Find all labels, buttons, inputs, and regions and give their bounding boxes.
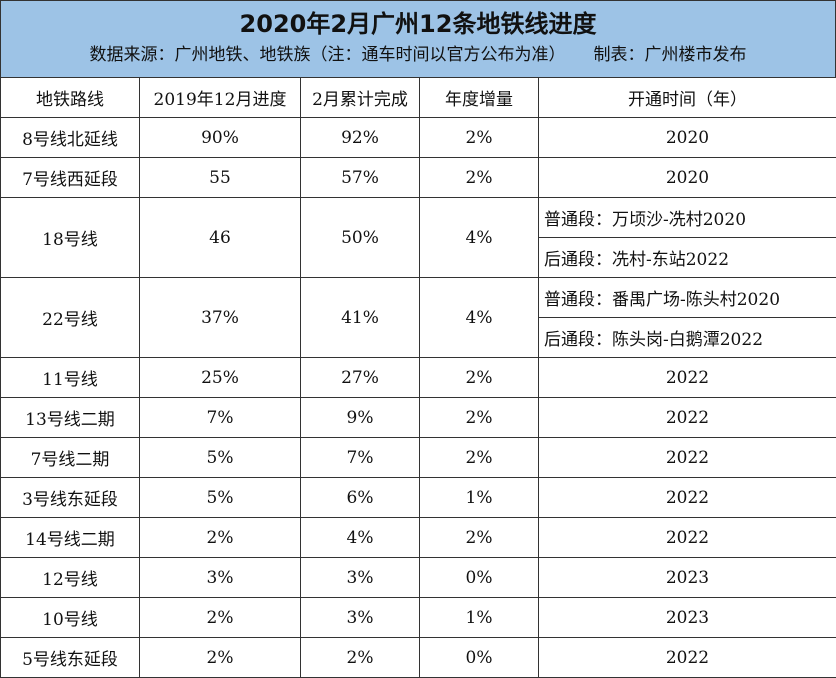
line-name-cell: 5号线东延段: [1, 638, 140, 678]
metro-progress-table: 地铁路线 2019年12月进度 2月累计完成 年度增量 开通时间（年） 8号线北…: [0, 77, 836, 678]
column-header: 地铁路线: [1, 78, 140, 118]
annual-increment-cell: 2%: [420, 118, 539, 158]
annual-increment-cell: 1%: [420, 478, 539, 518]
line-name-cell: 3号线东延段: [1, 478, 140, 518]
feb-cumulative-cell: 9%: [301, 398, 420, 438]
column-header: 开通时间（年）: [539, 78, 836, 118]
feb-cumulative-cell: 57%: [301, 158, 420, 198]
annual-increment-cell: 0%: [420, 638, 539, 678]
dec-2019-progress-cell: 3%: [140, 558, 301, 598]
feb-cumulative-cell: 2%: [301, 638, 420, 678]
column-header: 年度增量: [420, 78, 539, 118]
dec-2019-progress-cell: 2%: [140, 638, 301, 678]
open-year-cell: 普通段：万顷沙-冼村2020: [539, 198, 836, 238]
dec-2019-progress-cell: 2%: [140, 518, 301, 558]
open-year-cell: 2022: [539, 478, 836, 518]
open-year-cell: 2022: [539, 358, 836, 398]
data-source: 数据来源：广州地铁、地铁族（注：通车时间以官方公布为准）: [90, 45, 566, 65]
open-year-cell: 2022: [539, 398, 836, 438]
line-name-cell: 18号线: [1, 198, 140, 278]
annual-increment-cell: 4%: [420, 278, 539, 358]
annual-increment-cell: 2%: [420, 398, 539, 438]
column-header: 2019年12月进度: [140, 78, 301, 118]
dec-2019-progress-cell: 90%: [140, 118, 301, 158]
annual-increment-cell: 2%: [420, 358, 539, 398]
open-year-cell: 2022: [539, 438, 836, 478]
dec-2019-progress-cell: 5%: [140, 478, 301, 518]
annual-increment-cell: 1%: [420, 598, 539, 638]
annual-increment-cell: 2%: [420, 438, 539, 478]
column-header-row: 地铁路线 2019年12月进度 2月累计完成 年度增量 开通时间（年）: [1, 78, 836, 118]
open-year-cell: 2022: [539, 518, 836, 558]
feb-cumulative-cell: 27%: [301, 358, 420, 398]
dec-2019-progress-cell: 2%: [140, 598, 301, 638]
line-name-cell: 13号线二期: [1, 398, 140, 438]
dec-2019-progress-cell: 55: [140, 158, 301, 198]
feb-cumulative-cell: 3%: [301, 598, 420, 638]
open-year-cell: 2023: [539, 598, 836, 638]
feb-cumulative-cell: 92%: [301, 118, 420, 158]
open-year-cell: 后通段：陈头岗-白鹅潭2022: [539, 318, 836, 358]
open-year-cell: 普通段：番禺广场-陈头村2020: [539, 278, 836, 318]
feb-cumulative-cell: 50%: [301, 198, 420, 278]
source-note: 数据来源：广州地铁、地铁族（注：通车时间以官方公布为准） 制表：广州楼市发布: [1, 43, 835, 67]
open-year-cell: 后通段：冼村-东站2022: [539, 238, 836, 278]
line-name-cell: 22号线: [1, 278, 140, 358]
dec-2019-progress-cell: 7%: [140, 398, 301, 438]
table-header-banner: 2020年2月广州12条地铁线进度 数据来源：广州地铁、地铁族（注：通车时间以官…: [0, 0, 836, 78]
feb-cumulative-cell: 41%: [301, 278, 420, 358]
table-maker: 制表：广州楼市发布: [594, 45, 747, 65]
line-name-cell: 11号线: [1, 358, 140, 398]
open-year-cell: 2020: [539, 118, 836, 158]
open-year-cell: 2020: [539, 158, 836, 198]
dec-2019-progress-cell: 37%: [140, 278, 301, 358]
line-name-cell: 10号线: [1, 598, 140, 638]
line-name-cell: 7号线二期: [1, 438, 140, 478]
page-title: 2020年2月广州12条地铁线进度: [1, 7, 835, 41]
dec-2019-progress-cell: 46: [140, 198, 301, 278]
open-year-cell: 2022: [539, 638, 836, 678]
line-name-cell: 7号线西延段: [1, 158, 140, 198]
annual-increment-cell: 4%: [420, 198, 539, 278]
annual-increment-cell: 0%: [420, 558, 539, 598]
dec-2019-progress-cell: 25%: [140, 358, 301, 398]
feb-cumulative-cell: 3%: [301, 558, 420, 598]
feb-cumulative-cell: 7%: [301, 438, 420, 478]
dec-2019-progress-cell: 5%: [140, 438, 301, 478]
column-header: 2月累计完成: [301, 78, 420, 118]
feb-cumulative-cell: 4%: [301, 518, 420, 558]
line-name-cell: 12号线: [1, 558, 140, 598]
line-name-cell: 8号线北延线: [1, 118, 140, 158]
annual-increment-cell: 2%: [420, 158, 539, 198]
feb-cumulative-cell: 6%: [301, 478, 420, 518]
open-year-cell: 2023: [539, 558, 836, 598]
annual-increment-cell: 2%: [420, 518, 539, 558]
line-name-cell: 14号线二期: [1, 518, 140, 558]
